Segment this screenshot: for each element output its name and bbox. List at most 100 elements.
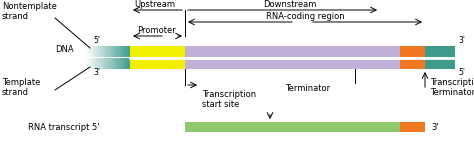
Bar	[97, 46, 99, 57]
Bar	[104, 58, 105, 69]
Text: Transcription
start site: Transcription start site	[202, 90, 256, 109]
Bar	[96, 46, 97, 57]
Bar	[112, 46, 113, 57]
Bar	[126, 58, 127, 69]
Bar	[105, 58, 106, 69]
Bar	[120, 46, 121, 57]
Bar	[117, 58, 118, 69]
Bar	[110, 58, 111, 69]
Bar	[185, 46, 400, 57]
Bar	[129, 46, 130, 57]
Bar	[99, 58, 100, 69]
Bar	[129, 58, 130, 69]
Bar	[91, 58, 92, 69]
Bar	[124, 46, 126, 57]
Bar	[128, 58, 129, 69]
Bar	[85, 58, 86, 69]
Bar	[117, 46, 118, 57]
Bar	[120, 58, 121, 69]
Bar	[94, 46, 95, 57]
Bar	[92, 46, 93, 57]
Bar	[124, 58, 126, 69]
Bar	[122, 46, 123, 57]
Bar	[103, 46, 104, 57]
Bar	[99, 46, 100, 57]
Bar	[127, 46, 128, 57]
Bar	[111, 46, 112, 57]
Bar	[90, 58, 91, 69]
Bar	[102, 46, 103, 57]
Bar	[114, 58, 115, 69]
Bar	[115, 58, 117, 69]
Bar	[130, 46, 185, 57]
Bar	[118, 58, 119, 69]
Bar	[400, 46, 425, 57]
Text: 3': 3'	[458, 36, 465, 45]
Bar	[86, 46, 87, 57]
Bar	[85, 46, 86, 57]
Bar	[109, 58, 110, 69]
Bar	[109, 46, 110, 57]
Bar	[108, 46, 109, 57]
Text: 3': 3'	[93, 68, 100, 77]
Bar	[93, 46, 94, 57]
Bar	[118, 46, 119, 57]
Bar	[88, 58, 90, 69]
Text: Downstream: Downstream	[264, 0, 317, 9]
Text: Terminator: Terminator	[285, 84, 330, 93]
Bar	[105, 46, 106, 57]
Text: Template
strand: Template strand	[2, 78, 40, 97]
Bar	[185, 58, 400, 69]
Bar	[87, 46, 88, 57]
Text: RNA-coding region: RNA-coding region	[266, 12, 344, 21]
Bar	[101, 46, 102, 57]
Text: Upstream: Upstream	[135, 0, 175, 9]
Bar	[127, 58, 128, 69]
Bar	[425, 46, 455, 57]
Bar	[102, 58, 103, 69]
Bar	[95, 58, 96, 69]
Bar	[123, 46, 124, 57]
Text: Nontemplate
strand: Nontemplate strand	[2, 2, 57, 21]
Text: 5': 5'	[93, 36, 100, 45]
Text: 5': 5'	[458, 68, 465, 77]
Bar	[87, 58, 88, 69]
Bar	[130, 58, 185, 69]
Bar	[100, 46, 101, 57]
Bar	[106, 46, 108, 57]
Bar	[103, 58, 104, 69]
Bar	[88, 46, 90, 57]
Bar	[93, 58, 94, 69]
Bar	[92, 58, 93, 69]
Bar	[400, 58, 425, 69]
Text: Promoter: Promoter	[137, 26, 176, 35]
Bar	[113, 46, 114, 57]
Bar	[86, 58, 87, 69]
Text: Transcription
Terminator site: Transcription Terminator site	[430, 78, 474, 97]
Bar	[115, 46, 117, 57]
Bar	[112, 58, 113, 69]
Bar	[119, 58, 120, 69]
Bar	[104, 46, 105, 57]
Bar	[121, 46, 122, 57]
Bar	[113, 58, 114, 69]
Bar	[111, 58, 112, 69]
Bar	[400, 122, 425, 132]
Bar	[106, 58, 108, 69]
Text: 3': 3'	[431, 123, 438, 132]
Bar	[100, 58, 101, 69]
Bar	[95, 46, 96, 57]
Bar	[121, 58, 122, 69]
Text: DNA: DNA	[55, 45, 73, 54]
Bar	[126, 46, 127, 57]
Bar	[110, 46, 111, 57]
Bar	[119, 46, 120, 57]
Bar	[114, 46, 115, 57]
Bar	[108, 58, 109, 69]
Bar	[97, 58, 99, 69]
Bar	[94, 58, 95, 69]
Bar	[123, 58, 124, 69]
Bar	[96, 58, 97, 69]
Bar	[128, 46, 129, 57]
Bar	[185, 122, 400, 132]
